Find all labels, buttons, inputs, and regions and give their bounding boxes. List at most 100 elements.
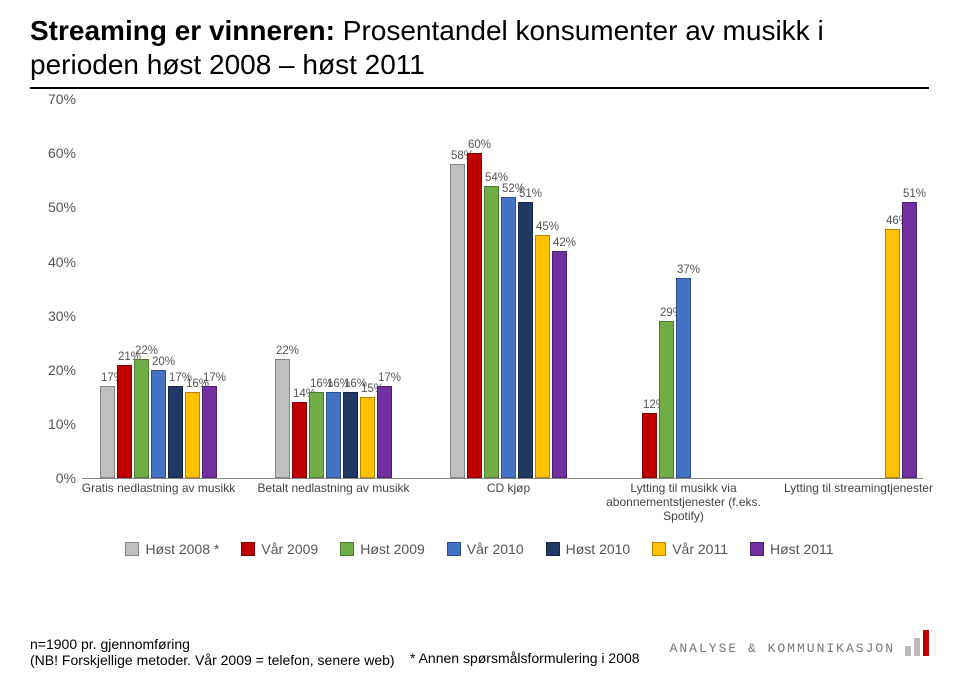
brand-text: ANALYSE & KOMMUNIKASJON [670, 641, 895, 656]
bar: 54% [484, 186, 499, 478]
bar-value-label: 60% [468, 139, 481, 151]
bar-value-label: 22% [276, 345, 289, 357]
legend-swatch [652, 542, 666, 556]
logo-bar [914, 638, 920, 656]
legend-swatch [241, 542, 255, 556]
bar: 51% [902, 202, 917, 478]
legend-item: Høst 2010 [546, 541, 631, 557]
bar-value-label: 15% [361, 383, 374, 395]
chart-legend: Høst 2008 * Vår 2009 Høst 2009 Vår 2010 Høst… [30, 541, 929, 557]
bar-value-label: 16% [327, 378, 340, 390]
legend-label: Vår 2011 [672, 541, 728, 557]
bar-group: 22%14%16%16%16%15%17%Betalt nedlastning … [275, 99, 392, 478]
bar: 17% [377, 386, 392, 478]
bar: 14% [292, 402, 307, 478]
y-tick-label: 0% [30, 470, 76, 486]
logo-bar [923, 630, 929, 656]
bar: 29% [659, 321, 674, 478]
bar: 20% [151, 370, 166, 478]
footer-left-line2: (NB! Forskjellige metoder. Vår 2009 = te… [30, 652, 395, 668]
bar-value-label: 16% [344, 378, 357, 390]
bar: 22% [275, 359, 290, 478]
y-tick-label: 60% [30, 145, 76, 161]
bar: 51% [518, 202, 533, 478]
footer-left-line1: n=1900 pr. gjennomføring [30, 636, 395, 652]
bar: 16% [326, 392, 341, 479]
bar-value-label: 21% [118, 351, 131, 363]
legend-label: Høst 2011 [770, 541, 834, 557]
bar-value-label: 58% [451, 150, 464, 162]
legend-swatch [546, 542, 560, 556]
bar-value-label: 17% [169, 372, 182, 384]
legend-swatch [750, 542, 764, 556]
bar-chart: 0%10%20%30%40%50%60%70%17%21%22%20%17%16… [30, 93, 929, 563]
legend-label: Høst 2008 * [145, 541, 219, 557]
title-rule [30, 87, 929, 89]
bar-value-label: 51% [519, 188, 532, 200]
slide: Streaming er vinneren: Prosentandel kons… [0, 0, 959, 678]
legend-item: Vår 2010 [447, 541, 524, 557]
legend-item: Høst 2011 [750, 541, 834, 557]
bar: 42% [552, 251, 567, 478]
bar: 46% [885, 229, 900, 478]
legend-label: Vår 2010 [467, 541, 524, 557]
legend-swatch [447, 542, 461, 556]
y-tick-label: 20% [30, 362, 76, 378]
slide-title: Streaming er vinneren: Prosentandel kons… [30, 14, 929, 81]
bar-value-label: 45% [536, 221, 549, 233]
legend-label: Høst 2009 [360, 541, 425, 557]
legend-item: Høst 2009 [340, 541, 425, 557]
bar-value-label: 16% [310, 378, 323, 390]
legend-item: Vår 2011 [652, 541, 728, 557]
brand-logo-icon [905, 630, 929, 656]
logo-bar [905, 646, 911, 656]
bar-value-label: 14% [293, 388, 306, 400]
footer-left: n=1900 pr. gjennomføring (NB! Forskjelli… [30, 636, 395, 668]
bar-value-label: 16% [186, 378, 199, 390]
bar: 16% [309, 392, 324, 479]
bar: 16% [343, 392, 358, 479]
bar-value-label: 17% [101, 372, 114, 384]
bar: 17% [168, 386, 183, 478]
bar: 52% [501, 197, 516, 479]
bar: 17% [202, 386, 217, 478]
title-bold-part: Streaming er vinneren: [30, 15, 335, 46]
bar-value-label: 51% [903, 188, 916, 200]
bar: 58% [450, 164, 465, 478]
bar-value-label: 29% [660, 307, 673, 319]
bar: 17% [100, 386, 115, 478]
bar-value-label: 20% [152, 356, 165, 368]
bar-group: 12%29%37%Lytting til musikk via abonneme… [625, 99, 742, 478]
bar-value-label: 46% [886, 215, 899, 227]
y-tick-label: 50% [30, 199, 76, 215]
legend-swatch [340, 542, 354, 556]
legend-item: Høst 2008 * [125, 541, 219, 557]
y-tick-label: 40% [30, 254, 76, 270]
y-tick-label: 30% [30, 308, 76, 324]
bar: 22% [134, 359, 149, 478]
x-category-label: Betalt nedlastning av musikk [252, 478, 416, 496]
bar-value-label: 37% [677, 264, 690, 276]
bar-value-label: 52% [502, 183, 515, 195]
brand-block: ANALYSE & KOMMUNIKASJON [670, 630, 929, 656]
bar: 37% [676, 278, 691, 478]
bar-value-label: 17% [203, 372, 216, 384]
plot-area: 0%10%20%30%40%50%60%70%17%21%22%20%17%16… [82, 99, 923, 479]
x-category-label: Gratis nedlastning av musikk [77, 478, 241, 496]
bar-group: 58%60%54%52%51%45%42%CD kjøp [450, 99, 567, 478]
y-tick-label: 10% [30, 416, 76, 432]
bar: 21% [117, 365, 132, 479]
bar: 16% [185, 392, 200, 479]
legend-swatch [125, 542, 139, 556]
bar: 60% [467, 153, 482, 478]
bar: 12% [642, 413, 657, 478]
x-category-label: Lytting til musikk via abonnementstjenes… [602, 478, 766, 523]
bar-group: 46%51%Lytting til streamingtjenester [800, 99, 917, 478]
bar-value-label: 12% [643, 399, 656, 411]
footer-right: * Annen spørsmålsformulering i 2008 [410, 650, 640, 666]
legend-label: Vår 2009 [261, 541, 318, 557]
bar: 45% [535, 235, 550, 479]
bar-value-label: 54% [485, 172, 498, 184]
y-tick-label: 70% [30, 91, 76, 107]
bar-group: 17%21%22%20%17%16%17%Gratis nedlastning … [100, 99, 217, 478]
